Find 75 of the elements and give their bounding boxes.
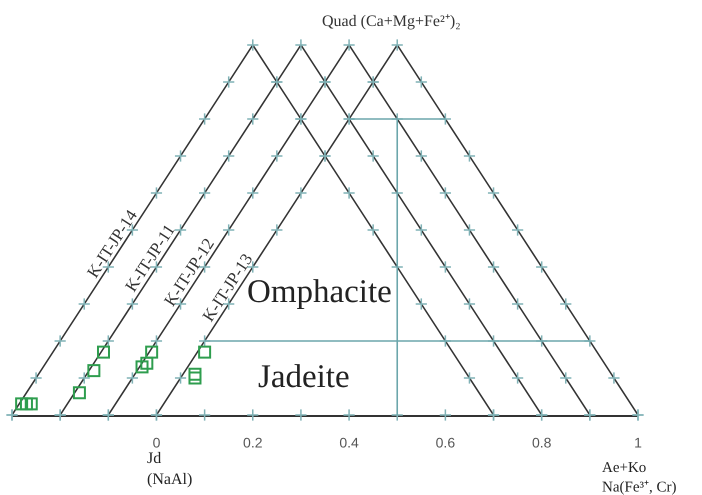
text: Ae+Ko Na(Fe³⁺, Cr) [602,460,676,495]
point [15,397,28,410]
point [174,372,187,384]
point [439,408,452,422]
x-tick-label: 0.2 [243,434,263,451]
point [414,150,428,162]
point [463,372,476,384]
x-tick-label: 0.4 [339,434,360,451]
x-tick-label: 0.6 [436,434,456,451]
point [463,150,476,162]
point [463,298,476,310]
point [294,186,308,200]
point [198,186,211,200]
point [535,260,548,274]
point [439,186,452,200]
point [96,346,110,359]
point [439,260,452,274]
point [511,224,524,236]
point [222,150,236,162]
point [150,334,163,348]
point [342,186,356,200]
point [78,298,91,310]
point [198,346,212,359]
point [294,408,308,422]
x-tick-label: 0 [152,434,161,451]
point [366,224,380,236]
point [246,186,260,200]
point [54,334,66,348]
point [342,408,356,422]
point [511,372,524,384]
point [246,38,260,52]
annotation: Jadeite [258,359,350,395]
point [126,298,139,310]
point [487,186,500,200]
point [270,224,284,236]
x-tick-label: 1 [634,434,642,451]
point [24,397,38,410]
point [126,372,139,384]
point [246,112,260,126]
point [559,372,572,384]
point [198,408,211,422]
point [136,360,149,374]
point [608,372,620,384]
point [246,408,260,422]
point [174,150,187,162]
point [188,372,202,384]
point [366,150,380,162]
point [414,224,428,236]
text: Jd (NaAl) [147,450,192,488]
point [198,112,211,126]
annotation: Quad (Ca+Mg+Fe²⁺)₂ [322,13,461,30]
point [222,76,236,88]
point [511,298,524,310]
point [559,298,572,310]
point [487,260,500,274]
point [102,334,115,348]
point [72,386,86,400]
point [270,150,284,162]
x-tick-label: 0.8 [532,434,552,451]
point [342,38,356,52]
point [78,372,91,384]
point [222,224,236,236]
point [390,38,404,52]
point [140,356,154,370]
point [174,224,187,236]
point [188,368,202,381]
point [150,186,163,200]
point [414,298,428,310]
point [294,38,308,52]
point [463,224,476,236]
point [30,372,42,384]
point [145,346,158,359]
point [87,364,100,378]
point [414,76,428,88]
point [20,397,33,410]
